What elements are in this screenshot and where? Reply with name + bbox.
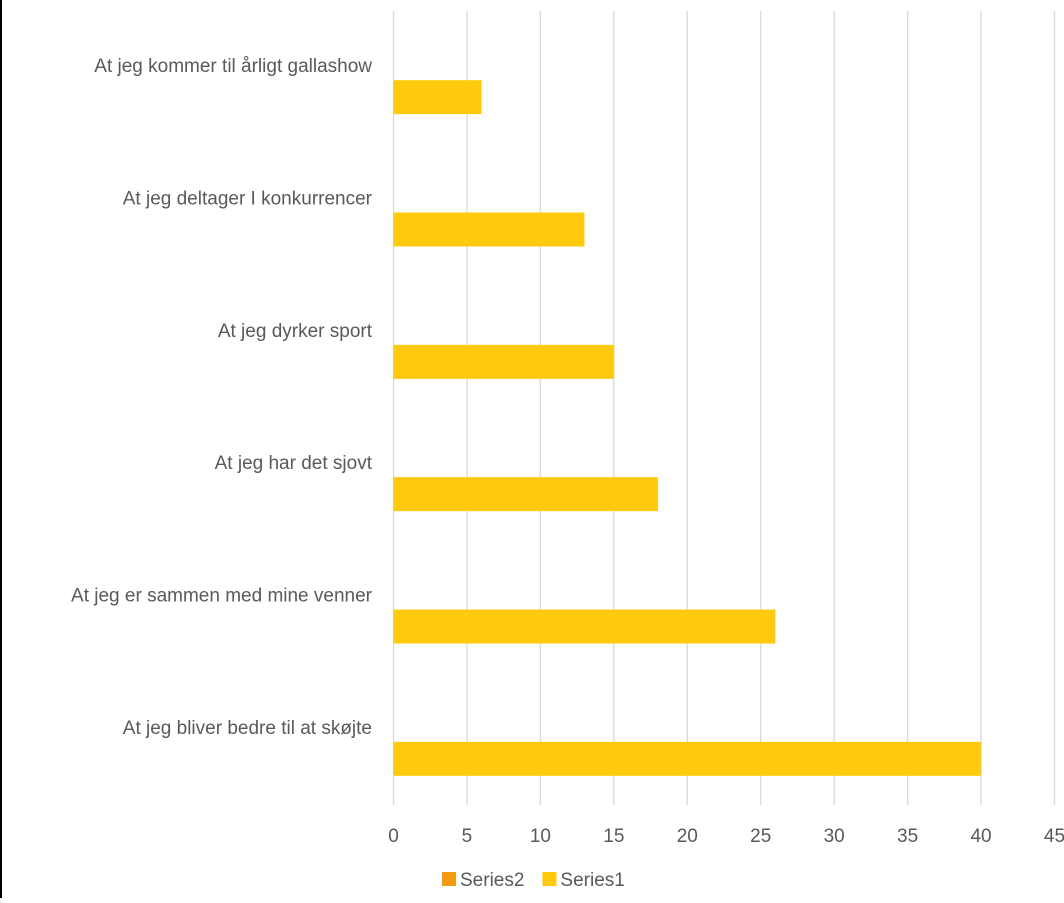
bar-series1 (393, 477, 658, 512)
category-label: At jeg dyrker sport (218, 321, 373, 342)
bar-series1 (393, 212, 585, 247)
bar-series1 (393, 609, 776, 644)
legend-swatch (442, 872, 456, 886)
bar-series1 (393, 344, 614, 379)
x-tick-label: 20 (677, 826, 698, 847)
x-tick-label: 40 (970, 826, 991, 847)
category-label: At jeg er sammen med mine venner (71, 586, 373, 607)
x-tick-label: 0 (388, 826, 399, 847)
category-labels: At jeg kommer til årligt gallashow At jeg… (71, 56, 373, 739)
legend-swatch (542, 872, 557, 886)
x-tick-label: 25 (750, 826, 771, 847)
category-label: At jeg har det sjovt (215, 453, 373, 474)
category-label: At jeg bliver bedre til at skøjte (123, 718, 372, 739)
legend-label: Series1 (560, 870, 624, 891)
gridlines (392, 11, 1056, 805)
x-tick-label: 15 (603, 826, 624, 847)
legend-label: Series2 (460, 870, 524, 891)
legend: Series2 Series1 (442, 870, 625, 891)
category-label: At jeg kommer til årligt gallashow (94, 56, 372, 77)
category-label: At jeg deltager I konkurrencer (123, 189, 373, 210)
bars (393, 80, 982, 776)
x-tick-label: 30 (824, 826, 845, 847)
x-tick-label: 45 (1044, 826, 1064, 847)
bar-series1 (393, 741, 982, 776)
x-tick-label: 10 (530, 826, 551, 847)
bar-series1 (393, 80, 482, 115)
x-tick-label: 5 (462, 826, 473, 847)
x-tick-label: 35 (897, 826, 918, 847)
x-tick-labels: 0 5 10 15 20 25 30 35 40 45 (388, 826, 1064, 847)
